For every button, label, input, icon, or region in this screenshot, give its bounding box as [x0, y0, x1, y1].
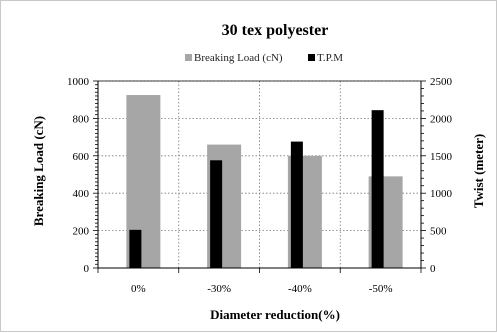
chart-title: 30 tex polyester [222, 22, 329, 39]
left-axis-tick-label: 1000 [67, 76, 90, 88]
right-axis-tick-label: 2500 [430, 76, 453, 88]
legend-swatch-tpm [308, 54, 315, 61]
bars [126, 95, 403, 269]
legend-label-tpm: T.P.M [317, 52, 343, 64]
right-axis-tick-label: 1500 [430, 151, 453, 163]
left-axis-tick-label: 0 [84, 263, 90, 275]
x-axis-tick-label: -30% [207, 283, 231, 295]
left-axis-tick-labels: 0 200 400 600 800 1000 [67, 76, 90, 275]
x-axis-title: Diameter reduction(%) [210, 307, 340, 322]
x-axis-tick-label: 0% [131, 283, 146, 295]
legend: Breaking Load (cN) T.P.M [185, 52, 343, 64]
legend-swatch-breaking-load [185, 54, 192, 61]
right-axis-tick-label: 500 [430, 226, 447, 238]
x-axis-tick-labels: 0% -30% -40% -50% [131, 283, 393, 295]
bar-tpm [290, 141, 303, 268]
x-axis-tick-label: -50% [369, 283, 393, 295]
right-axis-tick-label: 0 [430, 263, 436, 275]
left-axis-tick-label: 600 [73, 151, 90, 163]
y2-axis-title: Twist (meter) [471, 134, 486, 208]
axes [93, 80, 426, 273]
legend-label-breaking-load: Breaking Load (cN) [194, 52, 283, 64]
bar-tpm [129, 229, 142, 268]
bar-tpm [371, 110, 384, 268]
x-axis-tick-label: -40% [288, 283, 312, 295]
bar-tpm [210, 160, 223, 268]
left-axis-tick-label: 400 [73, 188, 90, 200]
right-axis-tick-label: 1000 [430, 188, 453, 200]
right-axis-tick-label: 2000 [430, 113, 453, 125]
left-axis-tick-label: 800 [73, 113, 90, 125]
y-axis-title: Breaking Load (cN) [31, 116, 46, 226]
right-axis-tick-labels: 0 500 1000 1500 2000 2500 [430, 76, 453, 275]
left-axis-tick-label: 200 [73, 226, 90, 238]
